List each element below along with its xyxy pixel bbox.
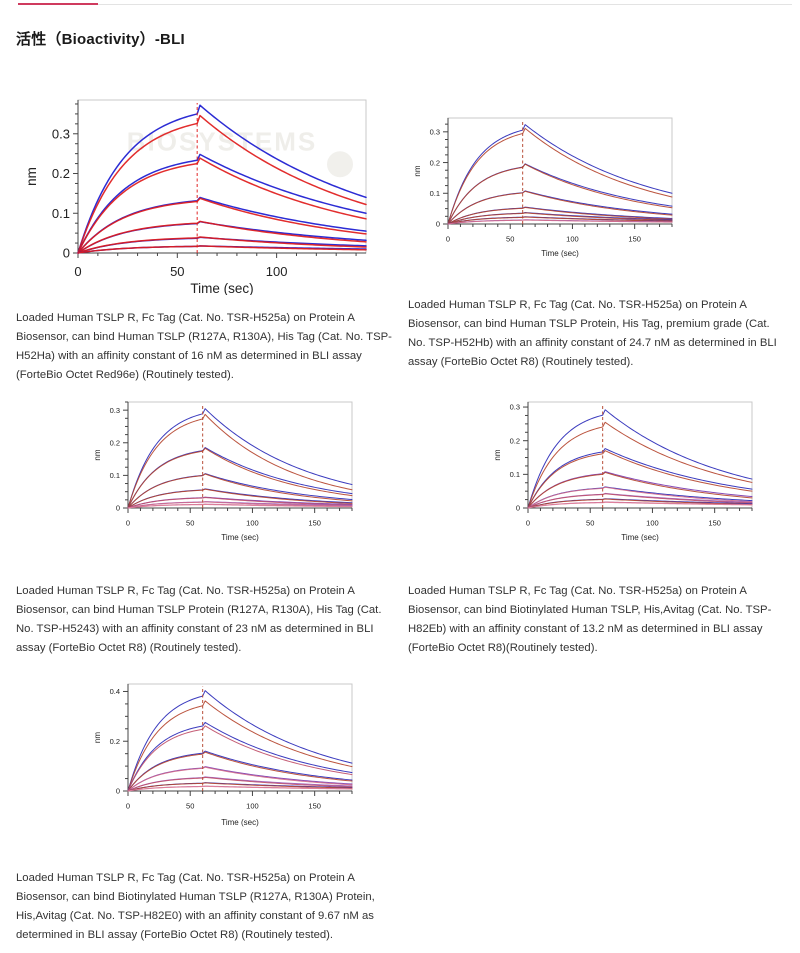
figure-block-2: 0 0.1 0.2 0.3 0 50 100 150 Time (sec) nm Loaded H… (408, 108, 788, 372)
svg-text:0.3: 0.3 (52, 126, 70, 141)
chart-4: 0 0.1 0.2 0.3 0 50 100 150 Time (sec) nm (408, 392, 788, 542)
svg-text:100: 100 (566, 235, 579, 244)
svg-text:nm: nm (24, 167, 39, 186)
svg-text:50: 50 (170, 264, 184, 279)
svg-text:0: 0 (116, 504, 120, 513)
svg-text:0.1: 0.1 (52, 206, 70, 221)
figure-caption-4: Loaded Human TSLP R, Fc Tag (Cat. No. TS… (408, 585, 772, 654)
svg-text:0: 0 (74, 264, 81, 279)
svg-text:150: 150 (708, 519, 721, 528)
svg-text:nm: nm (93, 732, 102, 743)
svg-text:0: 0 (446, 235, 450, 244)
svg-text:0: 0 (436, 220, 440, 229)
page-title: 活性（Bioactivity）-BLI (16, 31, 185, 48)
svg-text:nm: nm (93, 449, 102, 460)
figure-block-5: 0 0.2 0.4 0 50 100 150 Time (sec) nm Loaded Huma… (16, 672, 394, 945)
svg-text:100: 100 (266, 264, 288, 279)
svg-text:0.4: 0.4 (110, 687, 120, 696)
chart-2: 0 0.1 0.2 0.3 0 50 100 150 Time (sec) nm (408, 108, 788, 258)
bli-sensorgram-chart-3: 0 0.1 0.2 0.3 0 50 100 150 Time (sec) nm (93, 401, 353, 542)
svg-text:0: 0 (126, 802, 130, 811)
svg-text:nm: nm (493, 449, 502, 460)
figure-caption-1: Loaded Human TSLP R, Fc Tag (Cat. No. TS… (16, 312, 392, 381)
svg-text:0.2: 0.2 (510, 436, 520, 445)
figure-caption-3: Loaded Human TSLP R, Fc Tag (Cat. No. TS… (16, 585, 382, 654)
bli-sensorgram-chart-2: 0 0.1 0.2 0.3 0 50 100 150 Time (sec) nm (413, 117, 673, 258)
svg-text:100: 100 (246, 519, 259, 528)
svg-text:Time (sec): Time (sec) (621, 533, 659, 542)
svg-text:150: 150 (308, 802, 321, 811)
svg-text:Time (sec): Time (sec) (221, 818, 259, 827)
svg-text:BIOSYSTEMS: BIOSYSTEMS (127, 126, 317, 156)
svg-text:100: 100 (246, 802, 259, 811)
svg-text:0: 0 (526, 519, 530, 528)
svg-text:0.3: 0.3 (430, 128, 440, 137)
chart-1: BIOSYSTEMS 0 0.1 0.2 0.3 0 50 100 Time (sec) nm (16, 90, 394, 295)
svg-text:0: 0 (126, 519, 130, 528)
figure-block-4: 0 0.1 0.2 0.3 0 50 100 150 Time (sec) nm Loaded H… (408, 392, 788, 658)
svg-text:nm: nm (413, 165, 422, 176)
svg-text:0: 0 (516, 504, 520, 513)
svg-text:0.2: 0.2 (110, 737, 120, 746)
svg-text:0: 0 (116, 787, 120, 796)
svg-text:150: 150 (628, 235, 641, 244)
figure-caption-5: Loaded Human TSLP R, Fc Tag (Cat. No. TS… (16, 872, 375, 941)
svg-text:0: 0 (63, 246, 70, 261)
bli-sensorgram-chart-4: 0 0.1 0.2 0.3 0 50 100 150 Time (sec) nm (493, 401, 753, 542)
svg-text:150: 150 (308, 519, 321, 528)
figure-caption-2: Loaded Human TSLP R, Fc Tag (Cat. No. TS… (408, 299, 777, 368)
svg-text:0.1: 0.1 (430, 189, 440, 198)
chart-3: 0 0.1 0.2 0.3 0 50 100 150 Time (sec) nm (16, 392, 394, 542)
svg-text:Time (sec): Time (sec) (221, 533, 259, 542)
svg-text:0.3: 0.3 (110, 406, 120, 415)
svg-text:0.1: 0.1 (510, 470, 520, 479)
svg-text:0.2: 0.2 (52, 166, 70, 181)
bli-sensorgram-chart-5: 0 0.2 0.4 0 50 100 150 Time (sec) nm (93, 683, 353, 827)
svg-text:Time (sec): Time (sec) (541, 249, 579, 258)
svg-text:0.1: 0.1 (110, 471, 120, 480)
svg-text:100: 100 (646, 519, 659, 528)
figure-block-3: 0 0.1 0.2 0.3 0 50 100 150 Time (sec) nm Loaded H… (16, 392, 394, 658)
svg-text:50: 50 (186, 519, 194, 528)
svg-text:0.2: 0.2 (430, 158, 440, 167)
header-divider (18, 4, 792, 5)
svg-text:Time (sec): Time (sec) (190, 281, 253, 295)
header-accent-bar (18, 3, 98, 5)
svg-text:0.2: 0.2 (110, 438, 120, 447)
svg-text:50: 50 (506, 235, 514, 244)
svg-text:50: 50 (186, 802, 194, 811)
svg-text:50: 50 (586, 519, 594, 528)
bli-sensorgram-chart-1: BIOSYSTEMS 0 0.1 0.2 0.3 0 50 100 Time (sec) nm (24, 99, 367, 295)
figure-block-1: BIOSYSTEMS 0 0.1 0.2 0.3 0 50 100 Time (sec) nm L… (16, 90, 394, 385)
chart-5: 0 0.2 0.4 0 50 100 150 Time (sec) nm (16, 672, 394, 827)
svg-text:0.3: 0.3 (510, 403, 520, 412)
